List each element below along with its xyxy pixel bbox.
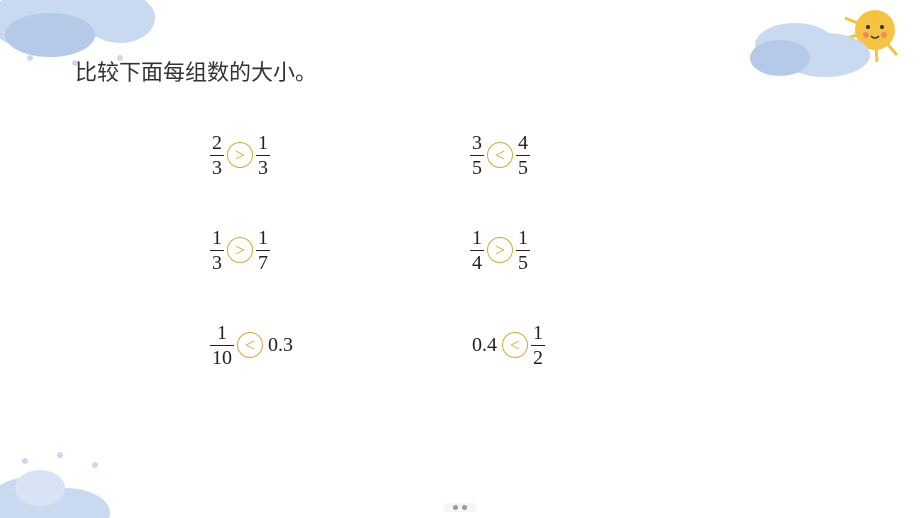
decimal-value: 0.3 — [266, 334, 295, 357]
denominator: 2 — [531, 345, 545, 368]
question-title: 比较下面每组数的大小。 — [75, 55, 317, 87]
fraction: 1 10 — [210, 323, 234, 368]
comparison-problem: 1 3 > 1 7 — [210, 225, 470, 275]
comparator-circle: > — [487, 237, 513, 263]
fraction: 4 5 — [516, 133, 530, 178]
fraction: 1 2 — [531, 323, 545, 368]
fraction: 1 5 — [516, 228, 530, 273]
denominator: 7 — [256, 250, 270, 273]
denominator: 3 — [210, 250, 224, 273]
numerator: 2 — [210, 133, 224, 155]
decimal-value: 0.4 — [470, 334, 499, 357]
denominator: 5 — [470, 155, 484, 178]
problem-row: 2 3 > 1 3 3 5 < 4 5 — [210, 130, 710, 180]
fraction: 3 5 — [470, 133, 484, 178]
sun-cloud-top-right-icon — [750, 0, 920, 90]
numerator: 1 — [256, 133, 270, 155]
denominator: 5 — [516, 155, 530, 178]
numerator: 1 — [516, 228, 530, 250]
numerator: 1 — [470, 228, 484, 250]
comparison-problem: 0.4 < 1 2 — [470, 320, 545, 370]
fraction: 1 3 — [256, 133, 270, 178]
page-indicator — [443, 503, 477, 512]
fraction: 1 7 — [256, 228, 270, 273]
comparator-circle: > — [227, 237, 253, 263]
dot-icon — [453, 505, 458, 510]
numerator: 4 — [516, 133, 530, 155]
comparator-circle: < — [237, 332, 263, 358]
comparison-problem: 1 4 > 1 5 — [470, 225, 530, 275]
comparison-problem: 3 5 < 4 5 — [470, 130, 530, 180]
comparator-circle: < — [487, 142, 513, 168]
problem-row: 1 3 > 1 7 1 4 > 1 5 — [210, 225, 710, 275]
fraction: 1 4 — [470, 228, 484, 273]
problems-container: 2 3 > 1 3 3 5 < 4 5 1 3 — [210, 130, 710, 415]
cloud-bottom-left-icon — [0, 443, 120, 518]
denominator: 5 — [516, 250, 530, 273]
numerator: 1 — [531, 323, 545, 345]
denominator: 3 — [256, 155, 270, 178]
numerator: 1 — [256, 228, 270, 250]
numerator: 1 — [215, 323, 229, 345]
denominator: 10 — [210, 345, 234, 368]
numerator: 3 — [470, 133, 484, 155]
comparator-circle: < — [502, 332, 528, 358]
denominator: 4 — [470, 250, 484, 273]
fraction: 2 3 — [210, 133, 224, 178]
comparison-problem: 2 3 > 1 3 — [210, 130, 470, 180]
denominator: 3 — [210, 155, 224, 178]
problem-row: 1 10 < 0.3 0.4 < 1 2 — [210, 320, 710, 370]
numerator: 1 — [210, 228, 224, 250]
dot-icon — [462, 505, 467, 510]
comparator-circle: > — [227, 142, 253, 168]
fraction: 1 3 — [210, 228, 224, 273]
comparison-problem: 1 10 < 0.3 — [210, 320, 470, 370]
